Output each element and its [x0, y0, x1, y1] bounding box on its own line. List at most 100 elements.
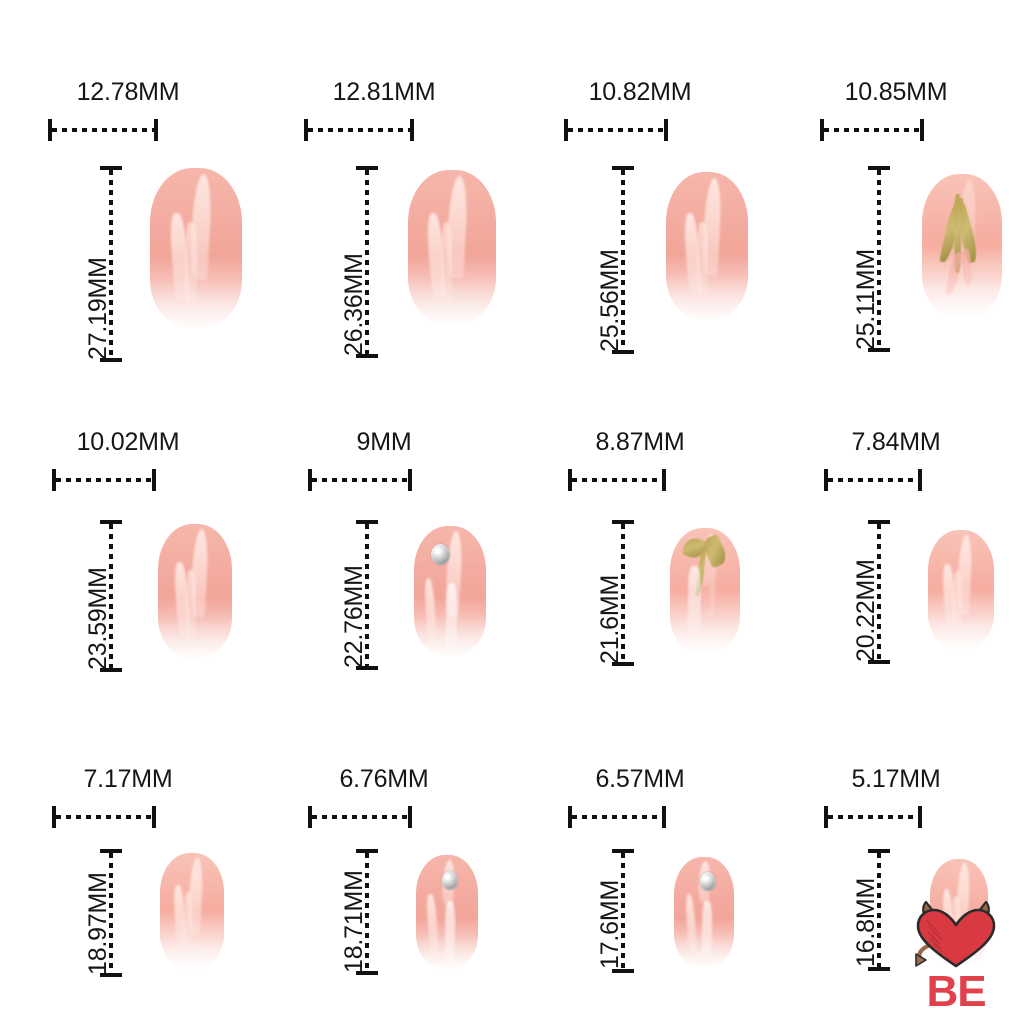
nail-preview — [922, 174, 1002, 318]
width-dimension-bar — [308, 469, 412, 491]
width-measurement-label: 8.87MM — [595, 428, 685, 456]
dimension-cap-right — [662, 806, 666, 828]
nail-size-cell: 9MM 22.76MM — [256, 428, 512, 728]
size-chart-row: 12.78MM 27.19MM 12.81MM — [0, 78, 1024, 378]
dimension-dotted-line — [52, 128, 154, 132]
dimension-dotted-line — [621, 853, 625, 969]
dimension-cap-left — [52, 469, 56, 491]
dimension-dotted-line — [365, 524, 369, 666]
height-measurement-label: 25.56MM — [596, 249, 624, 352]
nail-highlight — [952, 570, 963, 634]
dimension-cap-right — [154, 119, 158, 141]
width-measurement-label: 10.02MM — [76, 428, 180, 456]
width-dimension-bar — [824, 469, 922, 491]
width-dimension-bar — [824, 806, 922, 828]
dimension-cap-right — [662, 469, 666, 491]
dimension-cap-right — [410, 119, 414, 141]
height-dimension-bar — [356, 166, 378, 358]
dimension-dotted-line — [877, 524, 881, 660]
dimension-cap-right — [664, 119, 668, 141]
width-dimension-bar — [48, 119, 158, 141]
dimension-cap-top — [100, 849, 122, 853]
dimension-dotted-line — [365, 853, 369, 971]
height-dimension-bar — [100, 166, 122, 362]
nail-size-cell: 6.57MM 17.6MM — [512, 765, 768, 1020]
nail-preview — [674, 857, 734, 967]
dimension-cap-bottom — [868, 967, 890, 971]
nail-highlight — [426, 893, 440, 957]
width-measurement-label: 9MM — [356, 428, 412, 456]
size-chart-row: 7.17MM 18.97MM 6.76MM — [0, 765, 1024, 1020]
dimension-cap-bottom — [356, 354, 378, 358]
dimension-cap-left — [308, 806, 312, 828]
dimension-cap-right — [152, 806, 156, 828]
height-dimension-bar — [356, 849, 378, 975]
dimension-cap-left — [568, 469, 572, 491]
dimension-cap-bottom — [612, 969, 634, 973]
nail-highlight — [184, 222, 198, 306]
dimension-dotted-line — [109, 853, 113, 973]
height-dimension-bar — [100, 849, 122, 977]
nail-highlight — [423, 577, 438, 644]
dimension-cap-top — [612, 166, 634, 170]
width-dimension-bar — [52, 806, 156, 828]
width-measurement-label: 7.17MM — [83, 765, 173, 793]
dimension-dotted-line — [312, 478, 408, 482]
dimension-cap-left — [308, 469, 312, 491]
height-measurement-label: 27.19MM — [84, 257, 112, 360]
width-dimension-bar — [568, 806, 666, 828]
size-chart-row: 10.02MM 23.59MM 9MM — [0, 428, 1024, 728]
dimension-cap-top — [356, 520, 378, 524]
dimension-dotted-line — [877, 853, 881, 967]
width-dimension-bar — [564, 119, 668, 141]
dimension-cap-bottom — [612, 350, 634, 354]
height-measurement-label: 18.71MM — [340, 870, 368, 973]
nail-highlight — [701, 900, 712, 959]
dimension-cap-bottom — [100, 973, 122, 977]
dimension-cap-right — [408, 469, 412, 491]
nail-preview — [158, 524, 232, 658]
height-dimension-bar — [612, 166, 634, 354]
nail-preview — [414, 526, 486, 656]
nail-size-cell: 10.82MM 25.56MM — [512, 78, 768, 378]
nail-size-cell: 12.78MM 27.19MM — [0, 78, 256, 378]
dimension-dotted-line — [824, 128, 920, 132]
dimension-dotted-line — [828, 478, 918, 482]
dimension-cap-left — [52, 806, 56, 828]
dimension-cap-right — [408, 806, 412, 828]
nail-preview — [160, 853, 224, 969]
brand-wordmark: BE — [926, 967, 986, 1016]
dimension-cap-right — [152, 469, 156, 491]
rhinestone-icon — [431, 544, 450, 565]
height-measurement-label: 26.36MM — [340, 253, 368, 356]
dimension-cap-left — [824, 469, 828, 491]
nail-highlight — [696, 222, 709, 300]
dimension-cap-bottom — [356, 666, 378, 670]
nail-preview — [408, 170, 496, 324]
dimension-cap-left — [568, 806, 572, 828]
width-dimension-bar — [52, 469, 156, 491]
nail-highlight — [687, 565, 702, 632]
dimension-dotted-line — [56, 815, 152, 819]
width-dimension-bar — [308, 806, 412, 828]
nail-size-cell: 7.17MM 18.97MM — [0, 765, 256, 1020]
height-dimension-bar — [612, 520, 634, 666]
nail-size-cell: 8.87MM 21.6MM — [512, 428, 768, 728]
dimension-cap-left — [304, 119, 308, 141]
width-measurement-label: 6.76MM — [339, 765, 429, 793]
dimension-cap-left — [824, 806, 828, 828]
rhinestone-icon — [442, 870, 459, 891]
nail-size-cell: 10.02MM 23.59MM — [0, 428, 256, 728]
nail-preview — [666, 172, 748, 320]
nail-highlight — [685, 894, 698, 955]
dimension-dotted-line — [308, 128, 410, 132]
width-dimension-bar — [820, 119, 924, 141]
nail-highlight — [185, 569, 197, 640]
dimension-cap-top — [356, 166, 378, 170]
nail-size-cell: 6.76MM 18.71MM — [256, 765, 512, 1020]
dimension-cap-left — [820, 119, 824, 141]
dimension-dotted-line — [109, 170, 113, 358]
height-dimension-bar — [612, 849, 634, 973]
width-measurement-label: 6.57MM — [595, 765, 685, 793]
